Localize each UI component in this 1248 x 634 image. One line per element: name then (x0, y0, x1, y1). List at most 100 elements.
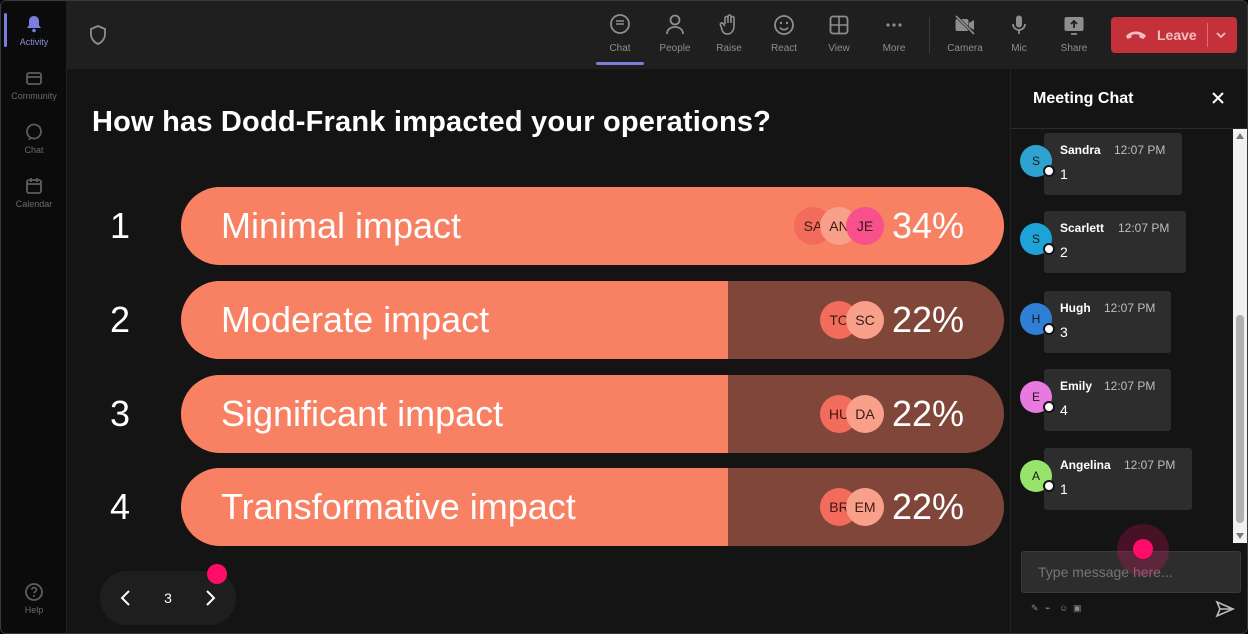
poll-option-number: 1 (109, 205, 131, 246)
chevron-right-icon[interactable] (200, 587, 220, 609)
page-number: 3 (164, 590, 172, 606)
avatar[interactable]: S (1020, 223, 1055, 255)
message-timestamp: 12:07 PM (1104, 379, 1156, 393)
avatar-initial: S (1031, 232, 1040, 246)
avatar[interactable]: H (1020, 303, 1055, 335)
avatar[interactable]: S (1020, 145, 1055, 177)
poll-option-bar[interactable]: Moderate impact TO SC 22% (181, 281, 1004, 359)
message-text: 2 (1060, 244, 1068, 260)
avatar-initial: E (1031, 390, 1040, 404)
toolbar-camera-button[interactable]: Camera (941, 9, 989, 61)
emoji-icon[interactable]: ☺ (1059, 603, 1069, 613)
toolbar-share-button[interactable]: Share (1050, 9, 1098, 61)
avatar: SC (846, 301, 884, 339)
scroll-up-arrow[interactable] (1236, 133, 1244, 139)
poll-option-4[interactable]: 4 Transformative impact BR EM 22% (105, 468, 1005, 546)
leave-button[interactable]: Leave (1111, 17, 1237, 53)
chat-bubble-icon (610, 14, 630, 34)
app-rail: Activity Community Chat Calendar Help (1, 1, 67, 633)
mic-icon (1012, 15, 1026, 34)
message-sender: Sandra (1060, 143, 1101, 157)
presence-indicator (1043, 323, 1055, 335)
raise-hand-icon (719, 14, 735, 35)
poll-option-1[interactable]: 1 Minimal impact SA AN JE 34% (105, 187, 1005, 265)
avatar: JE (846, 207, 884, 245)
click-indicator (207, 564, 227, 584)
toolbar-raise-button[interactable]: Raise (705, 9, 753, 61)
message-text: 1 (1060, 166, 1068, 182)
poll-option-bar[interactable]: Minimal impact SA AN JE 34% (181, 187, 1004, 265)
avatar[interactable]: E (1020, 381, 1055, 413)
rail-item-calendar[interactable]: Calendar (1, 167, 67, 217)
rail-item-chat[interactable]: Chat (1, 113, 67, 163)
smiley-icon (774, 15, 794, 35)
toolbar-button-label: Raise (716, 43, 742, 54)
chat-message[interactable]: E Emily 12:07 PM 4 (1020, 369, 1171, 431)
toolbar-button-label: Share (1060, 43, 1088, 54)
compose-tools: ✎ ⌁ ☺ ▣ (1031, 603, 1083, 615)
send-icon[interactable] (1215, 600, 1235, 618)
rail-item-label: Calendar (15, 198, 53, 209)
message-timestamp: 12:07 PM (1104, 301, 1156, 315)
toolbar-react-button[interactable]: React (760, 9, 808, 61)
message-text: 1 (1060, 481, 1068, 497)
avatar-initial: S (1031, 154, 1040, 168)
help-icon (25, 582, 43, 601)
avatar[interactable]: A (1020, 460, 1055, 492)
poll-option-number: 3 (109, 393, 131, 434)
chat-title: Meeting Chat (1033, 90, 1134, 107)
message-text: 3 (1060, 324, 1068, 340)
message-sender: Angelina (1060, 458, 1111, 472)
share-screen-icon (1064, 17, 1084, 35)
click-indicator (1133, 539, 1153, 559)
avatar-initial: H (1031, 312, 1041, 326)
format-icon[interactable]: ✎ (1031, 603, 1039, 613)
rail-item-activity[interactable]: Activity (1, 5, 67, 55)
calendar-icon (26, 177, 42, 194)
poll-option-percent: 22% (891, 299, 964, 340)
rail-item-label: Community (11, 90, 57, 101)
poll-option-label: Moderate impact (221, 299, 490, 340)
poll-option-3[interactable]: 3 Significant impact HU DA 22% (105, 375, 1005, 453)
toolbar-chat-button[interactable]: Chat (596, 9, 644, 65)
message-timestamp: 12:07 PM (1124, 458, 1176, 472)
attach-icon[interactable]: ⌁ (1045, 603, 1051, 613)
poll-option-fill (181, 281, 729, 359)
gif-icon[interactable]: ▣ (1073, 603, 1082, 613)
avatar: EM (846, 488, 884, 526)
chat-message[interactable]: H Hugh 12:07 PM 3 (1020, 291, 1171, 353)
chat-message[interactable]: S Scarlett 12:07 PM 2 (1020, 211, 1186, 273)
shield-icon[interactable] (89, 25, 107, 45)
chat-message[interactable]: A Angelina 12:07 PM 1 (1020, 448, 1192, 510)
chat-icon (26, 123, 42, 140)
chevron-down-icon[interactable] (1215, 29, 1227, 41)
chat-message[interactable]: S Sandra 12:07 PM 1 (1020, 133, 1182, 195)
poll-option-percent: 22% (891, 393, 964, 434)
toolbar-people-button[interactable]: People (651, 9, 699, 61)
poll-option-bar[interactable]: Transformative impact BR EM 22% (181, 468, 1004, 546)
chevron-left-icon[interactable] (116, 587, 136, 609)
toolbar-button-label: React (770, 43, 798, 54)
poll-option-number: 2 (109, 299, 131, 340)
scroll-down-arrow[interactable] (1236, 533, 1244, 539)
people-icon (666, 14, 684, 35)
chat-header: Meeting Chat (1011, 69, 1247, 129)
scroll-thumb[interactable] (1236, 315, 1244, 523)
presence-indicator (1043, 480, 1055, 492)
rail-item-help[interactable]: Help (1, 573, 67, 623)
message-timestamp: 12:07 PM (1118, 221, 1170, 235)
phone-hangup-icon (1126, 31, 1146, 39)
toolbar-more-button[interactable]: More (870, 9, 918, 61)
toolbar-mic-button[interactable]: Mic (995, 9, 1043, 61)
message-sender: Emily (1060, 379, 1093, 393)
close-icon[interactable] (1209, 89, 1227, 107)
poll-option-percent: 34% (891, 205, 964, 246)
toolbar-button-label: Camera (947, 43, 983, 54)
poll-option-2[interactable]: 2 Moderate impact TO SC 22% (105, 281, 1005, 359)
message-text: 4 (1060, 402, 1068, 418)
toolbar-view-button[interactable]: View (815, 9, 863, 61)
chat-message-input[interactable] (1021, 551, 1241, 593)
rail-item-community[interactable]: Community (1, 59, 67, 109)
poll-option-bar[interactable]: Significant impact HU DA 22% (181, 375, 1004, 453)
chat-scrollbar[interactable] (1233, 129, 1247, 543)
